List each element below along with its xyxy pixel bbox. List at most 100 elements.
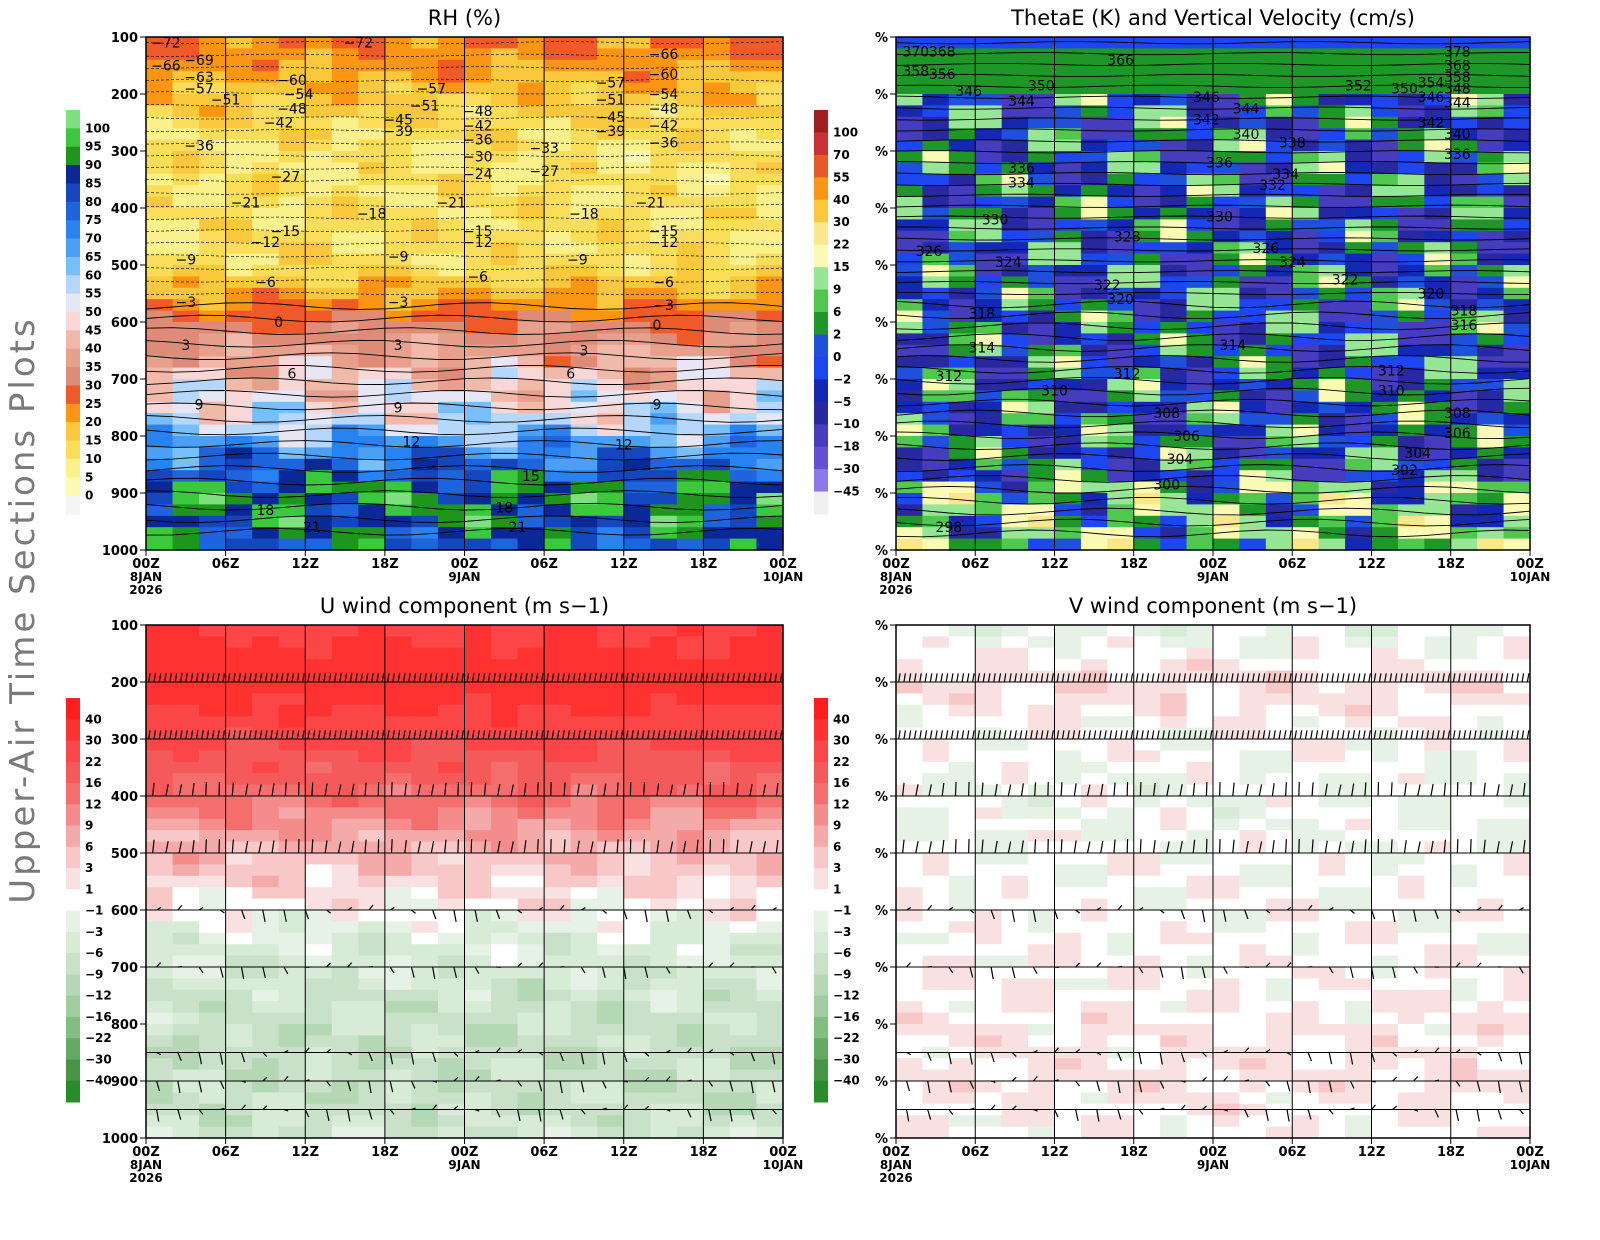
v-colorbar-label: −6 (833, 946, 851, 960)
thetae-contour-label: 344 (1008, 94, 1035, 110)
rh-xtick-date: 9JAN (448, 570, 480, 584)
rh-contour-label: −9 (567, 252, 588, 268)
rh-contour-label: −51 (410, 98, 440, 114)
u-colorbar-label: 22 (85, 755, 102, 769)
thetae-contour-label: 332 (1259, 178, 1286, 194)
rh-contour-label: 12 (403, 435, 421, 451)
u-ytick-label: 400 (111, 790, 138, 805)
v-colorbar-swatch (814, 847, 828, 869)
v-ytick-label: % (875, 1018, 888, 1033)
thetae-contour-label: 320 (1418, 287, 1445, 303)
rh-colorbar-label: 0 (85, 489, 93, 503)
rh-contour-label: −36 (184, 138, 214, 154)
u-colorbar-swatch (66, 911, 80, 933)
thetae-colorbar-swatch (814, 155, 828, 178)
thetae-xtick-label: 18Z (1437, 557, 1465, 572)
v-colorbar-label: 30 (833, 734, 850, 748)
rh-contour-label: 0 (274, 315, 283, 331)
thetae-colorbar-swatch (814, 222, 828, 245)
rh-xtick-date: 10JAN (763, 570, 804, 584)
rh-contour-label: −6 (653, 275, 674, 291)
thetae-panel: ThetaE (K) and Vertical Velocity (cm/s)%… (810, 0, 1600, 600)
thetae-contour-label: 368 (929, 44, 956, 60)
v-colorbar-label: 40 (833, 712, 850, 726)
u-colorbar-label: 12 (85, 797, 102, 811)
thetae-contour-label: 346 (1418, 90, 1445, 106)
rh-contour-label: −42 (649, 118, 679, 134)
rh-xtick-year: 2026 (129, 583, 162, 597)
u-ytick-label: 900 (111, 1075, 138, 1090)
side-title: Upper-Air Time Sections Plots (0, 0, 40, 1236)
u-xtick-date: 9JAN (448, 1158, 480, 1172)
thetae-xtick-date: 8JAN (880, 570, 912, 584)
thetae-contour-label: 358 (902, 64, 929, 80)
thetae-colorbar-swatch (814, 267, 828, 290)
thetae-colorbar-label: 40 (833, 193, 850, 207)
rh-ytick-label: 900 (111, 487, 138, 502)
rh-contour-label: −9 (175, 252, 196, 268)
rh-contour-label: −42 (264, 116, 294, 132)
thetae-colorbar-swatch (814, 379, 828, 402)
v-xtick-label: 18Z (1437, 1145, 1465, 1160)
thetae-colorbar-label: 30 (833, 215, 850, 229)
rh-colorbar-swatch (66, 220, 80, 239)
v-colorbar-label: 12 (833, 797, 850, 811)
u-xtick-date: 10JAN (763, 1158, 804, 1172)
thetae-colorbar-swatch (814, 132, 828, 155)
thetae-contour-label: 306 (1173, 429, 1200, 445)
v-ytick-label: % (875, 961, 888, 976)
rh-contour-label: −36 (649, 135, 679, 151)
rh-colorbar-label: 90 (85, 158, 102, 172)
thetae-colorbar-label: −10 (833, 417, 860, 431)
rh-colorbar-swatch (66, 202, 80, 221)
rh-colorbar-swatch (66, 312, 80, 331)
rh-ytick-label: 600 (111, 316, 138, 331)
thetae-contour-label: 334 (1008, 175, 1035, 191)
thetae-colorbar-swatch (814, 177, 828, 200)
thetae-contour-label: 366 (1107, 53, 1134, 69)
u-ytick-label: 700 (111, 961, 138, 976)
thetae-xtick-label: 06Z (1278, 557, 1306, 572)
v-colorbar-swatch (814, 1038, 828, 1060)
u-xtick-date: 8JAN (130, 1158, 162, 1172)
rh-contour-label: −18 (569, 207, 599, 223)
v-xtick-date: 8JAN (880, 1158, 912, 1172)
rh-contour-label: −21 (636, 195, 666, 211)
u-colorbar-label: 40 (85, 712, 102, 726)
rh-colorbar-label: 80 (85, 195, 102, 209)
rh-contour-label: −3 (175, 295, 196, 311)
thetae-contour-label: 308 (1153, 406, 1180, 422)
thetae-colorbar-label: 2 (833, 327, 841, 341)
u-title: U wind component (m s−1) (320, 596, 609, 618)
rh-contour-label: −18 (357, 207, 387, 223)
v-colorbar-swatch (814, 868, 828, 890)
thetae-contour-label: 314 (968, 341, 995, 357)
thetae-contour-label: 340 (1444, 127, 1471, 143)
rh-colorbar-label: 75 (85, 213, 102, 227)
v-colorbar-label: −30 (833, 1052, 860, 1066)
rh-colorbar-label: 70 (85, 232, 102, 246)
rh-contour-label: −36 (463, 133, 493, 149)
rh-colorbar-label: 35 (85, 360, 102, 374)
u-colorbar-swatch (66, 698, 80, 720)
v-colorbar-label: 22 (833, 755, 850, 769)
thetae-contour-label: 304 (1404, 446, 1431, 462)
v-ytick-label: % (875, 619, 888, 634)
rh-contour-label: −51 (211, 93, 241, 109)
v-colorbar-label: −40 (833, 1074, 860, 1088)
rh-colorbar-swatch (66, 110, 80, 129)
v-xtick-label: 06Z (961, 1145, 989, 1160)
rh-contour-label: −57 (417, 81, 447, 97)
rh-contour-label: −60 (649, 67, 679, 83)
rh-colorbar-label: 60 (85, 268, 102, 282)
rh-xtick-label: 06Z (530, 557, 558, 572)
rh-contour-label: −27 (529, 164, 559, 180)
rh-colorbar-swatch (66, 239, 80, 258)
u-xtick-label: 12Z (610, 1145, 638, 1160)
u-colorbar-swatch (66, 804, 80, 826)
thetae-contour-label: 306 (1444, 426, 1471, 442)
thetae-contour-label: 308 (1444, 406, 1471, 422)
v-colorbar-swatch (814, 826, 828, 848)
u-xtick-label: 06Z (530, 1145, 558, 1160)
